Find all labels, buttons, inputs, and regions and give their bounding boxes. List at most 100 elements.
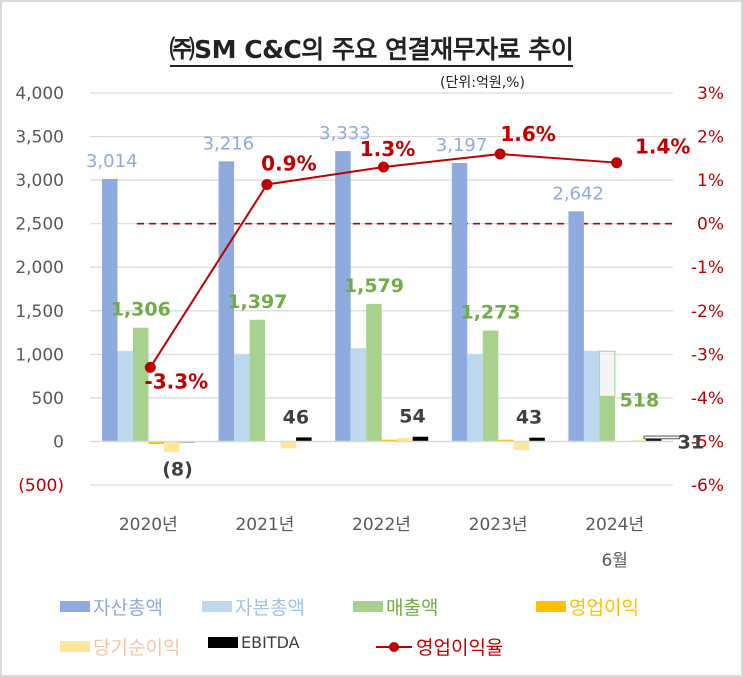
bar-assets [335, 151, 351, 442]
data-label-ebitda: 46 [283, 406, 309, 428]
data-label-operating-margin: 0.9% [261, 151, 316, 175]
data-label-operating-margin: 1.3% [360, 137, 415, 161]
bar-ebitda [645, 438, 662, 442]
data-label-assets: 3,333 [319, 123, 371, 144]
y-left-tick-label: 4,000 [15, 84, 64, 104]
bar-assets [568, 211, 584, 442]
bar-net_income [164, 441, 180, 452]
y-left-tick-label: 2,500 [15, 215, 64, 235]
legend-label-revenue: 매출액 [386, 597, 439, 619]
data-label-assets: 3,014 [86, 151, 138, 172]
legend-item-net-income: 당기순이익 [60, 633, 180, 660]
legend-label-op-income: 영업이익 [569, 597, 639, 619]
y-left-tick-label: 1,500 [15, 302, 64, 322]
legend-swatch-op-income [536, 601, 566, 612]
y-right-tick-label: -2% [691, 302, 724, 322]
y-right-tick-label: 2% [697, 128, 724, 148]
bar-equity [583, 350, 600, 442]
legend-swatch-revenue [353, 601, 383, 612]
marker-operating-margin [611, 157, 623, 169]
data-label-revenue: 1,306 [111, 299, 171, 321]
data-label-revenue: 1,397 [227, 291, 287, 313]
legend-label-assets: 자산총액 [93, 597, 163, 619]
marker-operating-margin [378, 161, 389, 173]
y-left-tick-label: 500 [32, 389, 64, 409]
bar-ebitda [412, 436, 429, 442]
bar-op_income [148, 441, 164, 445]
bar-net_income [397, 437, 413, 442]
y-left-tick-label: 0 [53, 432, 64, 452]
data-label-operating-margin: 1.4% [635, 135, 690, 159]
marker-operating-margin [494, 148, 506, 160]
bar-revenue [133, 327, 149, 442]
legend-item-revenue: 매출액 [353, 593, 438, 620]
data-label-operating-margin: -3.3% [144, 369, 208, 393]
y-right-tick-label: -6% [691, 476, 724, 496]
data-label-assets: 3,216 [203, 133, 255, 154]
x-category-label: 2020년 [119, 515, 178, 535]
bar-equity [117, 350, 133, 442]
bar-equity [234, 354, 250, 442]
bar-annualized-revenue [598, 350, 616, 397]
bar-assets [218, 161, 235, 442]
bar-annualized-ebitda [643, 435, 681, 440]
bar-equity [467, 354, 483, 442]
x-category-label: 2023년 [469, 515, 528, 535]
bar-op_income [498, 439, 514, 442]
x-category-sublabel: 6월 [601, 551, 627, 571]
y-right-tick-label: 1% [697, 171, 724, 191]
data-label-revenue: 1,273 [460, 302, 520, 324]
y-right-tick-label: -3% [691, 345, 724, 365]
data-label-revenue: 1,579 [344, 275, 404, 297]
data-label-assets: 3,197 [436, 135, 488, 156]
marker-operating-margin [261, 178, 273, 190]
data-label-assets: 2,642 [552, 183, 604, 204]
bar-assets [102, 178, 118, 442]
y-right-tick-label: 0% [697, 215, 724, 235]
legend-label-ebitda: EBITDA [241, 633, 300, 652]
y-left-tick-label: 3,500 [15, 128, 64, 148]
bar-equity [350, 348, 367, 442]
bar-op_income [381, 439, 398, 442]
x-category-label: 2024년 [585, 515, 644, 535]
legend-swatch-net-income [60, 641, 90, 652]
legend-label-equity: 자본총액 [235, 597, 305, 619]
bar-revenue [249, 319, 266, 442]
data-label-ebitda: 54 [399, 406, 425, 428]
legend-item-margin: 영업이익율 [376, 633, 503, 660]
y-left-tick-label: 3,000 [15, 171, 64, 191]
bar-ebitda [296, 437, 312, 442]
y-left-tick-label: 2,000 [15, 258, 64, 278]
bar-revenue [599, 396, 615, 442]
chart-title: ㈜SM C&C의 주요 연결재무자료 추이 [0, 30, 743, 67]
unit-label: (단위:억원,%) [440, 75, 525, 91]
legend-item-ebitda: EBITDA [208, 633, 300, 652]
data-label-revenue: 518 [620, 389, 660, 411]
bar-assets [451, 162, 468, 442]
legend-swatch-ebitda [208, 637, 238, 648]
y-right-tick-label: 3% [697, 84, 724, 104]
y-right-tick-label: -4% [691, 389, 724, 409]
legend-item-equity: 자본총액 [202, 593, 305, 620]
bar-net_income [513, 441, 530, 451]
bar-ebitda [529, 437, 545, 442]
legend-item-assets: 자산총액 [60, 593, 163, 620]
bar-revenue [366, 303, 382, 442]
y-right-tick-label: -1% [691, 258, 724, 278]
x-category-label: 2022년 [352, 515, 411, 535]
data-label-ebitda: (8) [162, 458, 193, 480]
legend-label-margin: 영업이익율 [416, 637, 504, 659]
y-right-tick-label: -5% [691, 432, 724, 452]
legend-line-marker-icon [376, 641, 412, 653]
bar-revenue [482, 330, 499, 442]
marker-operating-margin [144, 361, 156, 373]
data-label-operating-margin: 1.6% [500, 122, 555, 146]
y-left-tick-label: 1,000 [15, 345, 64, 365]
data-label-ebitda: 31 [678, 431, 704, 453]
chart-title-text: ㈜SM C&C의 주요 연결재무자료 추이 [169, 35, 574, 67]
x-category-label: 2021년 [235, 515, 294, 535]
legend-label-net-income: 당기순이익 [93, 637, 181, 659]
legend-swatch-equity [202, 601, 232, 612]
data-label-ebitda: 43 [516, 407, 542, 429]
